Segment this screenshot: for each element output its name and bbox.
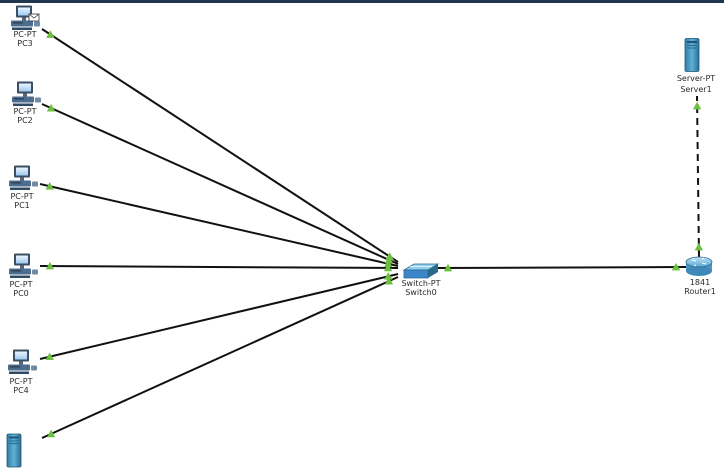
pc-icon [9,165,38,190]
link-up-marker [384,272,393,280]
link-up-marker [383,263,393,272]
link-up-marker [45,352,54,361]
link-switch0-router1[interactable] [437,266,687,269]
device-server1[interactable]: Server-PT Server1 [677,38,715,95]
pc-icon [8,349,37,374]
device-type-label: Switch-PT [401,279,440,288]
switch-icon [402,263,440,279]
link-up-marker [443,263,453,272]
link-up-marker [384,276,394,285]
device-type-label: PC-PT [9,280,32,289]
links-layer [39,28,700,439]
device-pc0[interactable]: PC-PT PC0 [9,253,38,299]
link-pc1-switch0[interactable] [39,183,399,267]
device-name-label: Switch0 [405,288,437,297]
device-pc2[interactable]: PC-PT PC2 [12,81,41,126]
device-pc1[interactable]: PC-PT PC1 [9,165,38,211]
device-type-label: PC-PT [9,377,32,386]
link-server_bottom-switch0[interactable] [41,276,399,439]
link-up-marker [46,103,56,112]
device-name-label: PC4 [13,386,29,395]
device-type-label: Server-PT [677,74,715,83]
device-type-label: PC-PT [10,192,33,201]
pc-icon [9,253,38,278]
device-server-bottom[interactable] [6,433,22,468]
link-up-marker [385,252,394,260]
link-up-marker [45,261,55,270]
server-icon [684,38,700,72]
device-name-label: PC2 [17,116,33,125]
link-up-marker [671,262,681,271]
link-pc4-switch0[interactable] [39,273,399,360]
link-pc0-switch0[interactable] [39,265,399,269]
pc-with-envelope-icon [11,5,40,30]
link-pc3-switch0[interactable] [41,28,399,263]
device-type-label: 1841 [690,278,710,287]
link-pc2-switch0[interactable] [41,103,399,265]
link-up-marker [694,242,704,251]
device-name-label: PC0 [13,289,29,298]
link-up-marker [692,101,702,110]
link-router1-server1[interactable] [696,95,700,258]
link-up-marker [46,429,56,438]
device-type-label: PC-PT [13,30,36,39]
server-icon [6,433,22,468]
link-up-marker [384,259,393,268]
link-status-markers [45,30,704,438]
pc-icon [12,81,41,106]
device-name-label: PC1 [14,201,30,210]
link-up-marker [46,30,55,38]
device-name-label: Server1 [680,85,711,94]
link-up-marker [45,182,54,190]
router-icon [685,256,713,276]
device-name-label: PC3 [17,39,33,48]
device-name-label: Router1 [684,287,716,296]
device-router1[interactable]: 1841 Router1 [684,256,716,296]
device-pc4[interactable]: PC-PT PC4 [8,349,37,396]
device-pc3[interactable]: PC-PT PC3 [11,5,40,49]
workspace-top-bar [0,0,724,3]
link-up-marker [384,255,394,264]
device-type-label: PC-PT [13,107,36,116]
device-switch0[interactable]: Switch-PT Switch0 [401,263,441,297]
